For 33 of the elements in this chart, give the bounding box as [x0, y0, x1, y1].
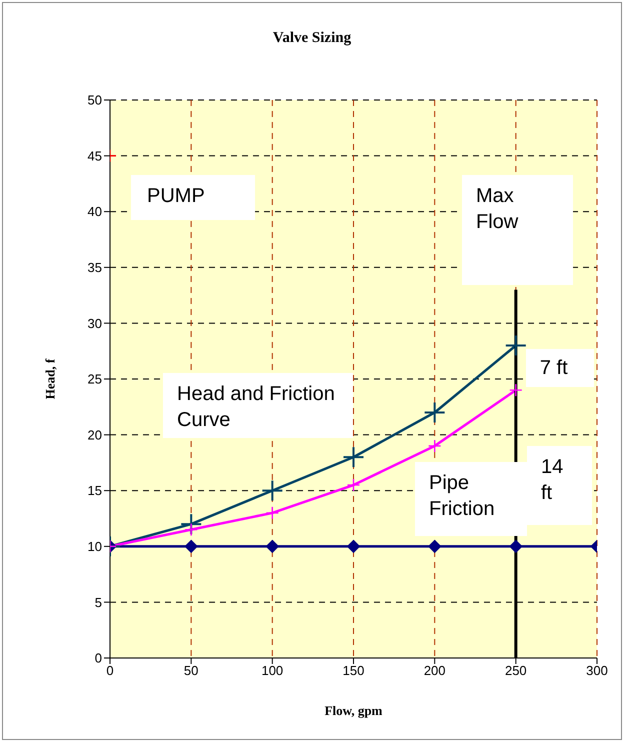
- annotation: Max Flow: [476, 184, 520, 235]
- label-box: 14 ft: [527, 446, 592, 525]
- x-tick-label: 150: [342, 663, 364, 678]
- y-tick-label: 30: [88, 316, 102, 331]
- label-box: Max Flow: [462, 175, 573, 285]
- y-tick-label: 25: [88, 372, 102, 387]
- y-tick-label: 20: [88, 427, 102, 442]
- x-tick-label: 50: [184, 663, 198, 678]
- y-tick-label: 50: [88, 92, 102, 108]
- x-tick-label: 200: [424, 663, 446, 678]
- chart-title: Valve Sizing: [272, 30, 352, 47]
- x-tick-label: 0: [106, 663, 114, 678]
- y-tick-label: 40: [88, 204, 102, 220]
- x-tick-label: 100: [261, 663, 284, 678]
- y-tick-label: 10: [88, 539, 102, 554]
- x-tick-label: 300: [586, 663, 608, 678]
- annotation: Head and Friction Curve: [177, 382, 336, 433]
- y-tick-label: 45: [88, 148, 102, 164]
- y-axis-title: Head, f: [42, 358, 58, 400]
- label-box: PUMP: [131, 175, 255, 220]
- x-axis-title: Flow, gpm: [324, 703, 383, 718]
- y-tick-label: 0: [94, 650, 102, 666]
- y-tick-label: 5: [94, 594, 102, 610]
- label-box: 7 ft: [526, 348, 594, 387]
- annotation: 7 ft: [540, 356, 569, 381]
- annotation: PUMP: [147, 184, 206, 209]
- x-tick-label: 250: [504, 663, 527, 678]
- y-tick-label: 15: [88, 483, 102, 498]
- label-box: Pipe Friction: [415, 462, 527, 536]
- y-tick-label: 35: [88, 260, 102, 276]
- annotation: 14 ft: [541, 455, 564, 506]
- annotation: Pipe Friction: [429, 471, 496, 522]
- label-box: Head and Friction Curve: [163, 373, 353, 438]
